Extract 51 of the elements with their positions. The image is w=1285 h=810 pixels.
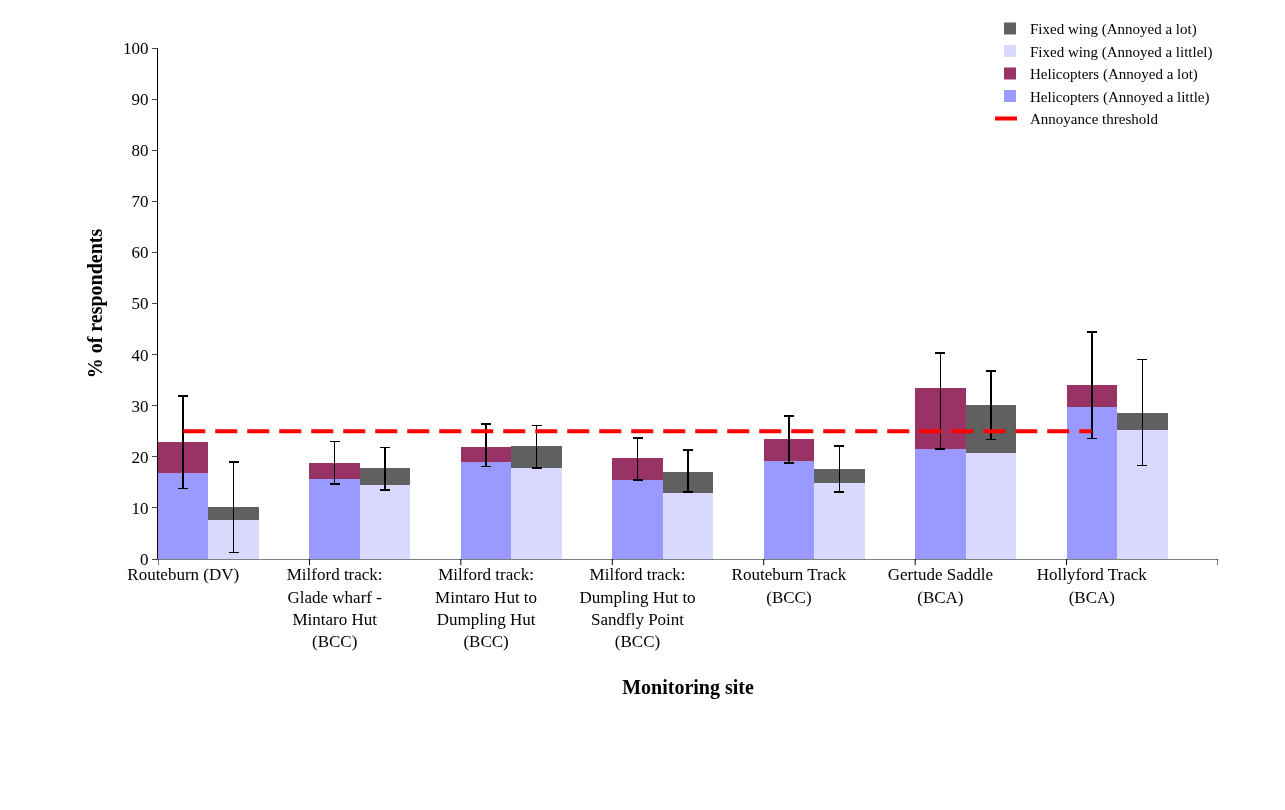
legend-label: Helicopters (Annoyed a little) [1030, 88, 1210, 106]
y-tick-label: 20 [131, 447, 149, 467]
legend-label: Helicopters (Annoyed a lot) [1030, 66, 1198, 84]
bar [966, 453, 1016, 559]
bar [208, 507, 259, 520]
y-tick-label: 10 [131, 498, 149, 518]
bar [612, 458, 663, 480]
bar [915, 449, 966, 559]
x-tick-label: Routeburn Track (BCC) [731, 565, 847, 607]
y-tick-label: 90 [131, 90, 149, 110]
x-tick-label: Gertude Saddle (BCA) [887, 565, 994, 607]
bar [663, 472, 713, 493]
bar [764, 439, 814, 461]
bar [612, 480, 663, 559]
y-axis-title: % of respondents [83, 228, 107, 379]
x-tick-label: Hollyford Track (BCA) [1036, 565, 1148, 607]
bar [1117, 430, 1168, 559]
x-tick-label: Milford track: Glade wharf - Mintaro Hut (BCC) [286, 565, 383, 651]
y-tick-label: 50 [131, 294, 149, 314]
y-tick-label: 80 [131, 141, 149, 161]
bar [915, 388, 966, 449]
y-tick-label: 100 [123, 38, 149, 58]
legend-label: Annoyance threshold [1030, 111, 1159, 128]
bar [360, 485, 410, 559]
bar [158, 473, 208, 559]
bar [764, 461, 814, 559]
y-tick-label: 60 [131, 243, 149, 263]
bar [966, 405, 1016, 453]
bar [1117, 413, 1168, 430]
bar [158, 442, 208, 473]
bar [1067, 407, 1117, 559]
legend-label: Fixed wing (Annoyed a lot) [1030, 21, 1197, 39]
bar [461, 462, 511, 559]
bar [814, 469, 865, 483]
x-tick-label: Milford track: Dumpling Hut to Sandfly Point (BCC) [579, 565, 696, 651]
legend-label: Fixed wing (Annoyed a littlel) [1030, 43, 1213, 61]
y-tick-label: 30 [131, 396, 149, 416]
bar [511, 446, 562, 468]
bar [360, 468, 410, 485]
bar [511, 468, 562, 559]
bar [1067, 385, 1117, 407]
y-tick-label: 40 [131, 345, 149, 365]
bar [814, 483, 865, 559]
y-tick-label: 70 [131, 192, 149, 212]
bar [663, 493, 713, 559]
x-tick-label: Milford track: Mintaro Hut to Dumpling Hut (BCC) [435, 565, 538, 651]
bar [309, 463, 360, 479]
bar [208, 520, 259, 559]
bar [461, 447, 511, 462]
bar [309, 479, 360, 559]
x-axis-title: Monitoring site [622, 676, 754, 700]
